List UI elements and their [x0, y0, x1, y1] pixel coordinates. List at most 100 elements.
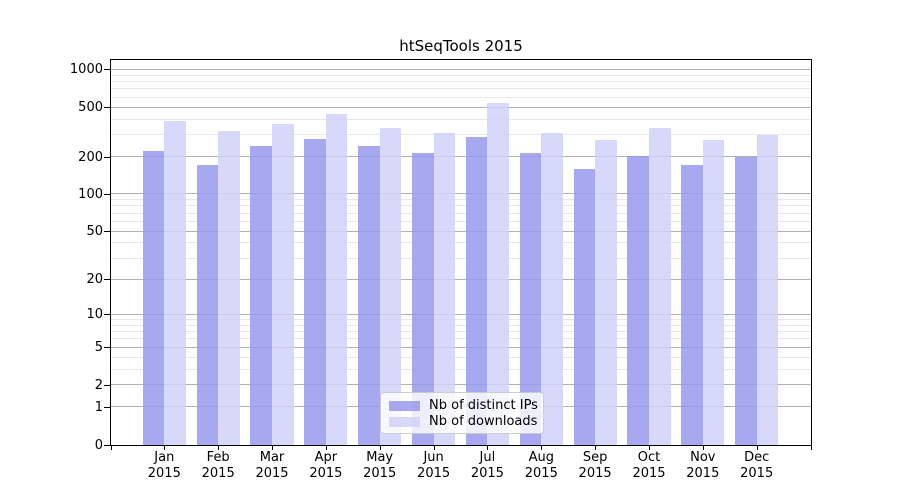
x-tick-mark: [164, 445, 166, 450]
x-tick-label: Jun 2015: [417, 450, 451, 481]
bar-downloads-sep: [595, 139, 617, 445]
legend-item-distinct-ips: Nb of distinct IPs: [389, 398, 538, 413]
gridline-major: [111, 384, 811, 386]
bar-distinct-ips-aug: [519, 153, 542, 445]
x-tick-label: Apr 2015: [309, 450, 343, 481]
gridline-minor: [111, 199, 811, 201]
x-tick-mark: [379, 445, 381, 450]
legend-label-distinct-ips: Nb of distinct IPs: [429, 398, 538, 413]
bar-distinct-ips-may: [358, 146, 380, 445]
x-tick-mark: [433, 445, 435, 450]
bar-distinct-ips-jun: [411, 152, 434, 445]
gridline-major: [111, 193, 811, 195]
x-tick-label: May 2015: [363, 450, 397, 481]
gridline-minor: [111, 324, 811, 326]
bar-downloads-jul: [487, 102, 509, 445]
gridline-minor: [111, 331, 811, 333]
gridline-minor: [111, 356, 811, 358]
y-tick-label: 200: [78, 149, 103, 165]
legend-label-downloads: Nb of downloads: [429, 414, 538, 429]
bar-downloads-feb: [218, 130, 240, 445]
y-tick-mark: [104, 156, 110, 158]
gridline-major: [111, 68, 811, 70]
x-tick-mark: [541, 445, 543, 450]
bar-distinct-ips-nov: [681, 164, 703, 445]
gridline-minor: [111, 81, 811, 83]
x-tick-label: Oct 2015: [632, 450, 666, 481]
gridline-minor: [111, 368, 811, 370]
bar-distinct-ips-apr: [304, 138, 326, 445]
y-tick-label: 5: [94, 340, 103, 356]
gridline-minor: [111, 257, 811, 259]
x-tick-label: Jul 2015: [470, 450, 504, 481]
y-tick-mark: [104, 444, 110, 446]
x-tick-mark: [810, 445, 812, 450]
bar-downloads-may: [379, 128, 402, 445]
bar-distinct-ips-jul: [465, 136, 488, 445]
gridline-minor: [111, 212, 811, 214]
y-tick-mark: [104, 314, 110, 316]
x-tick-label: Nov 2015: [686, 450, 720, 481]
y-tick-mark: [104, 279, 110, 281]
gridline-minor: [111, 205, 811, 207]
y-tick-label: 0: [94, 437, 103, 453]
x-tick-mark: [595, 445, 597, 450]
x-tick-mark: [272, 445, 273, 450]
gridline-minor: [111, 338, 811, 340]
gridline-minor: [111, 74, 811, 76]
y-tick-label: 1000: [69, 62, 103, 78]
legend: Nb of distinct IPs Nb of downloads: [380, 392, 544, 434]
chart-title: htSeqTools 2015: [399, 37, 523, 55]
y-tick-mark: [104, 406, 110, 408]
x-tick-label: Mar 2015: [255, 450, 289, 481]
bar-downloads-oct: [648, 127, 671, 445]
y-tick-label: 2: [94, 377, 103, 393]
x-tick-mark: [110, 445, 112, 450]
legend-swatch-downloads-icon: [389, 416, 420, 427]
gridline-major: [111, 230, 811, 232]
bar-distinct-ips-dec: [735, 157, 757, 445]
y-tick-mark: [104, 231, 110, 233]
bar-downloads-mar: [272, 123, 294, 445]
x-tick-label: Sep 2015: [578, 450, 612, 481]
y-tick-label: 10: [86, 307, 103, 323]
gridline-minor: [111, 118, 811, 120]
gridline-major: [111, 156, 811, 158]
bar-distinct-ips-feb: [196, 165, 219, 445]
gridline-minor: [111, 88, 811, 90]
legend-swatch-distinct-ips-icon: [389, 400, 420, 411]
y-tick-mark: [104, 384, 110, 386]
gridline-major: [111, 278, 811, 280]
y-tick-label: 50: [86, 224, 103, 240]
y-tick-label: 500: [78, 100, 103, 116]
gridline-minor: [111, 96, 811, 98]
bar-distinct-ips-mar: [250, 146, 272, 445]
gridline-major: [111, 346, 811, 348]
y-tick-label: 1: [94, 399, 103, 415]
plot-area: [110, 59, 812, 446]
x-tick-label: Dec 2015: [740, 450, 774, 481]
x-tick-mark: [218, 445, 220, 450]
bar-downloads-apr: [325, 113, 348, 445]
gridline-major: [111, 106, 811, 108]
x-tick-mark: [325, 445, 327, 450]
y-tick-mark: [104, 347, 110, 349]
gridline-minor: [111, 220, 811, 222]
y-tick-mark: [104, 69, 110, 71]
gridline-minor: [111, 319, 811, 320]
legend-item-downloads: Nb of downloads: [389, 414, 538, 429]
gridline-major: [111, 313, 811, 315]
x-tick-mark: [702, 445, 704, 450]
x-tick-mark: [756, 445, 758, 450]
y-tick-label: 20: [86, 272, 103, 288]
x-tick-mark: [487, 445, 489, 450]
gridline-minor: [111, 134, 811, 136]
bar-downloads-aug: [541, 133, 563, 445]
bar-downloads-jun: [433, 133, 456, 445]
gridline-minor: [111, 242, 811, 244]
bar-distinct-ips-oct: [627, 155, 649, 445]
x-tick-label: Aug 2015: [524, 450, 558, 481]
y-tick-mark: [104, 107, 110, 109]
x-tick-label: Feb 2015: [201, 450, 235, 481]
y-tick-mark: [104, 193, 110, 195]
